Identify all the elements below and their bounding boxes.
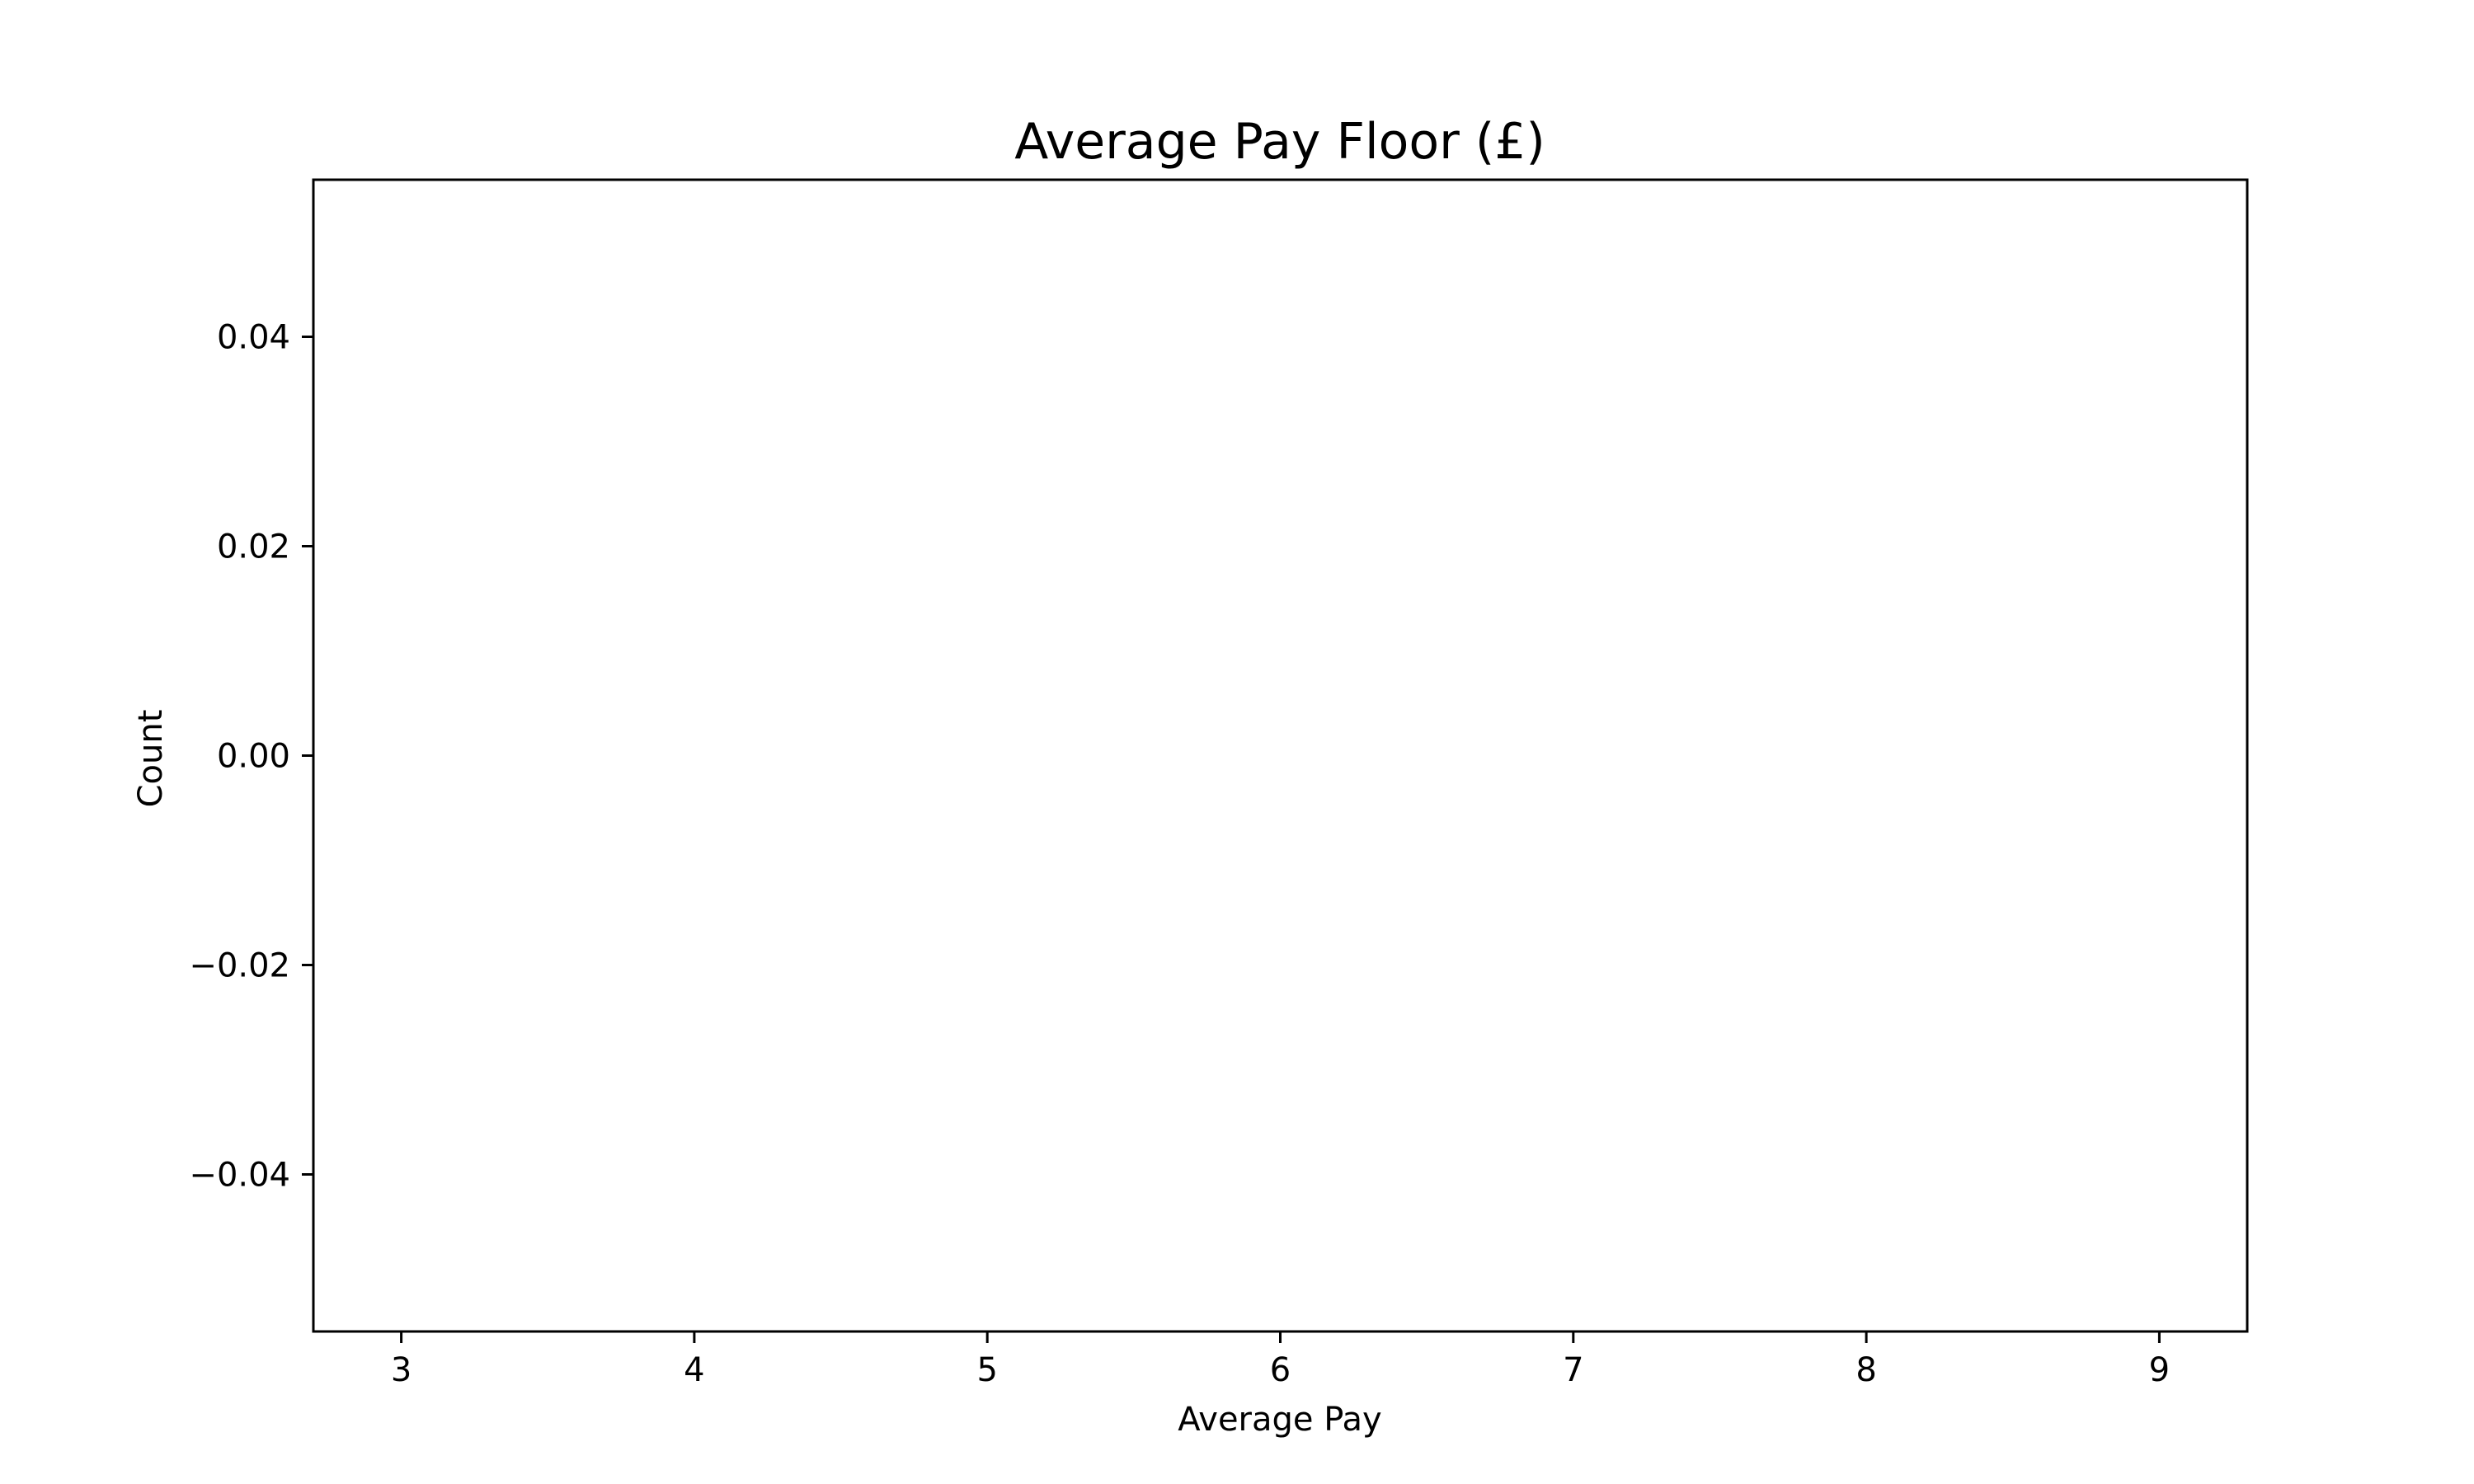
y-tick-label: 0.04 bbox=[217, 319, 290, 357]
y-axis-label: Count bbox=[132, 710, 170, 808]
y-tick-label: 0.02 bbox=[217, 528, 290, 566]
x-tick-label: 8 bbox=[1856, 1351, 1876, 1389]
y-axis: −0.04 −0.02 0.00 0.02 0.04 bbox=[189, 319, 313, 1195]
x-tick-label: 5 bbox=[976, 1351, 997, 1389]
x-tick-label: 7 bbox=[1563, 1351, 1583, 1389]
x-tick-label: 6 bbox=[1270, 1351, 1291, 1389]
x-axis-label: Average Pay bbox=[1178, 1401, 1381, 1439]
x-tick-label: 4 bbox=[684, 1351, 704, 1389]
chart-title: Average Pay Floor (£) bbox=[1014, 113, 1545, 171]
y-tick-label: −0.02 bbox=[189, 947, 290, 985]
x-axis: 3 4 5 6 7 8 9 bbox=[391, 1331, 2170, 1389]
x-tick-label: 3 bbox=[391, 1351, 412, 1389]
y-tick-label: −0.04 bbox=[189, 1157, 290, 1195]
y-tick-label: 0.00 bbox=[217, 738, 290, 776]
x-tick-label: 9 bbox=[2149, 1351, 2170, 1389]
